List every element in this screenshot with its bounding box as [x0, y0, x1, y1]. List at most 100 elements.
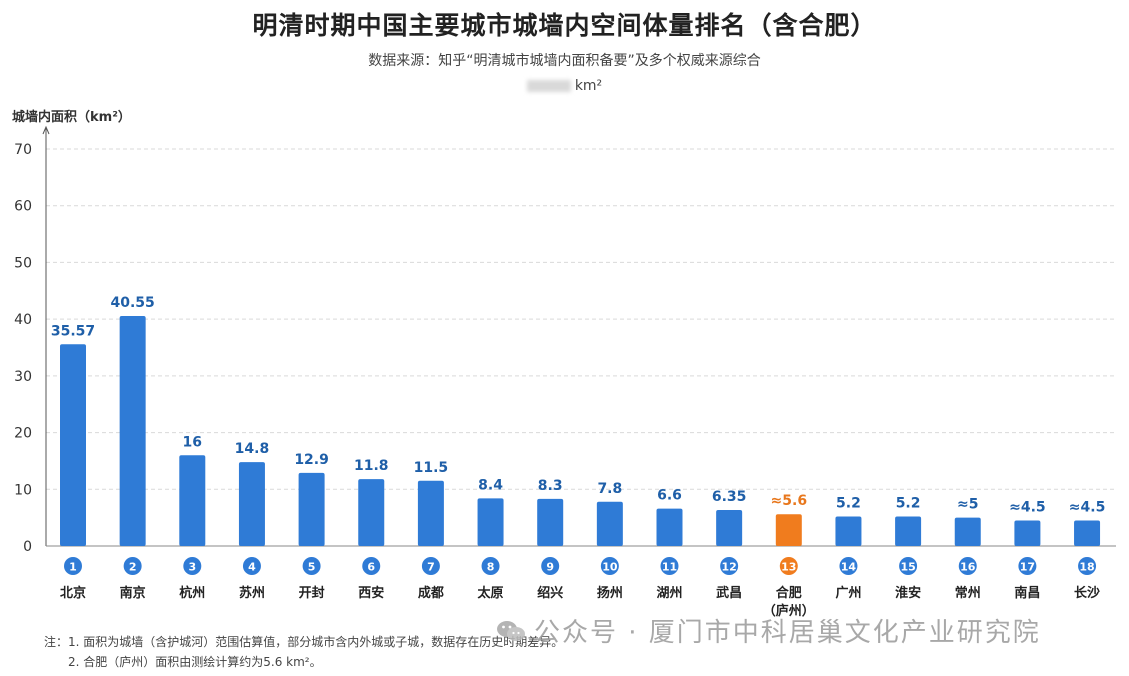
rank-number: 6 [367, 561, 375, 574]
data-label: ≈4.5 [1009, 499, 1046, 515]
rank-number: 15 [900, 561, 915, 574]
data-label: 11.8 [354, 458, 389, 474]
data-label: 35.57 [51, 323, 95, 339]
y-tick-label: 50 [14, 255, 32, 271]
rank-number: 3 [188, 561, 196, 574]
bar [895, 516, 922, 546]
rank-number: 2 [129, 561, 137, 574]
rank-badge [958, 557, 977, 575]
y-tick-label: 30 [14, 369, 32, 385]
bar [954, 517, 981, 546]
rank-number: 10 [602, 561, 618, 574]
rank-number: 8 [487, 561, 495, 574]
x-tick-label: 西安 [358, 585, 384, 601]
x-tick-label: 淮安 [894, 585, 921, 601]
bar [1014, 520, 1041, 546]
bar [417, 480, 444, 546]
data-label: 5.2 [836, 496, 861, 512]
bar [716, 509, 743, 546]
chart-subtitle: 数据来源：知乎“明清城市城墙内面积备要”及多个权威来源综合 [368, 53, 761, 69]
rank-number: 18 [1079, 561, 1094, 574]
unit-label: km² [574, 78, 603, 94]
bar [835, 516, 862, 546]
rank-badge [839, 557, 858, 575]
data-label: 7.8 [597, 481, 622, 497]
rank-badge [600, 557, 619, 575]
rank-number: 11 [662, 561, 677, 574]
x-tick-label: 苏州 [239, 585, 265, 601]
bar [119, 316, 146, 546]
data-label: 8.4 [478, 477, 503, 493]
x-tick-label: 太原 [477, 585, 504, 601]
bar [537, 498, 564, 546]
x-tick-label: 开封 [299, 585, 325, 601]
wechat-icon [496, 619, 526, 643]
x-tick-label: 长沙 [1074, 585, 1100, 601]
rank-number: 16 [960, 561, 976, 574]
rank-badge [64, 557, 82, 575]
y-tick-label: 10 [14, 482, 32, 498]
note-line-1: 注：1. 面积为城墙（含护城河）范围估算值，部分城市含内外城或子城，数据存在历史… [44, 635, 564, 649]
x-tick-label: 绍兴 [537, 585, 563, 601]
rank-badge [660, 557, 679, 575]
rank-number: 9 [546, 561, 554, 574]
bar [775, 514, 802, 546]
x-tick-label: 南京 [120, 585, 146, 601]
x-tick-label: 广州 [835, 585, 861, 601]
rank-badge [899, 557, 918, 575]
rank-badge [421, 557, 440, 575]
rank-badge [183, 557, 202, 575]
bar [60, 344, 86, 546]
bar [358, 479, 385, 546]
note-line-2: 2. 合肥（庐州）面积由测绘计算约为5.6 km²。 [68, 655, 322, 669]
y-tick-label: 40 [14, 312, 32, 328]
x-tick-label: 北京 [60, 585, 86, 601]
bar [477, 498, 504, 546]
x-tick-label: 常州 [955, 585, 981, 601]
watermark: 公众号 · 厦门市中科居巢文化产业研究院 [496, 612, 1041, 649]
rank-number: 17 [1020, 561, 1035, 574]
rank-badge [481, 557, 500, 575]
x-tick-label: 南昌 [1014, 585, 1040, 601]
data-label: 12.9 [294, 452, 329, 468]
rank-number: 4 [248, 561, 256, 574]
bar [238, 462, 265, 546]
chart-notes: 注：1. 面积为城墙（含护城河）范围估算值，部分城市含内外城或子城，数据存在历史… [44, 632, 563, 672]
y-axis-label: 城墙内面积（km²） [12, 110, 131, 125]
unit-line: km² [0, 78, 1129, 94]
rank-badge [302, 557, 321, 575]
data-label: ≈5.6 [771, 493, 808, 509]
rank-number: 14 [841, 561, 857, 574]
y-tick-label: 60 [14, 199, 32, 215]
rank-badge [242, 557, 261, 575]
data-label: 6.6 [657, 488, 682, 504]
x-tick-label: 武昌 [716, 585, 742, 601]
blurred-text [526, 80, 571, 92]
rank-badge [1078, 557, 1097, 575]
y-tick-label: 0 [23, 539, 32, 555]
rank-badge [362, 557, 381, 575]
data-label: 14.8 [235, 441, 270, 457]
data-label: 40.55 [111, 295, 155, 311]
rank-number: 7 [427, 561, 435, 574]
x-tick-label: 扬州 [597, 585, 623, 601]
y-tick-label: 70 [14, 142, 32, 158]
y-tick-label: 20 [14, 426, 32, 442]
data-label: ≈5 [957, 497, 978, 513]
rank-badge [720, 557, 739, 575]
bar [596, 501, 623, 546]
x-tick-label: 合肥（庐州） [763, 585, 815, 619]
bar [298, 472, 325, 546]
bar [179, 455, 206, 546]
rank-badge [1018, 557, 1037, 575]
rank-number: 1 [69, 561, 77, 574]
data-label: 11.5 [414, 460, 449, 476]
rank-number: 12 [721, 561, 736, 574]
data-label: 8.3 [538, 478, 563, 494]
rank-badge [541, 557, 560, 575]
x-tick-label: 湖州 [656, 586, 682, 601]
rank-number: 5 [308, 561, 316, 574]
data-label: 6.35 [712, 489, 747, 505]
x-tick-label: 杭州 [179, 585, 205, 601]
